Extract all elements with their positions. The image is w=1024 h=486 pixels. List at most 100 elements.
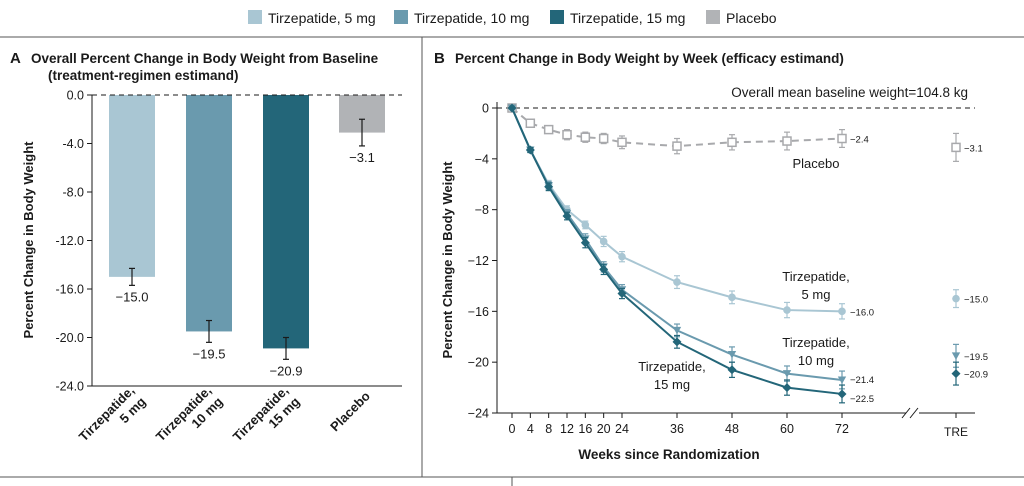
panel-b-x-tick-label: 60 <box>780 422 794 436</box>
legend-swatch-t5 <box>248 10 262 24</box>
series-point-3 <box>782 383 792 393</box>
series-point-3 <box>837 389 847 399</box>
panel-b-y-tick-label: −4 <box>475 152 489 166</box>
legend-label-placebo: Placebo <box>726 10 777 26</box>
panel-a-bar-chart: 0.0 -4.0 -8.0 -12.0 -16.0 -20.0 -24.0 −15.0 −19.… <box>56 89 402 456</box>
series-point-3 <box>599 264 609 274</box>
series-point-3 <box>617 289 627 299</box>
panel-b-x-tick-label: 24 <box>615 422 629 436</box>
bar-value-label-1: −19.5 <box>193 346 226 361</box>
panel-a-title-line2: (treatment-regimen estimand) <box>48 68 239 83</box>
series-end-label-3: −22.5 <box>850 394 874 405</box>
panel-b-x-tick-label: 20 <box>597 422 611 436</box>
panel-frames <box>0 36 1024 486</box>
series-point-0 <box>543 124 554 135</box>
series-point-0 <box>782 136 792 146</box>
panel-a-ylabel: Percent Change in Body Weight <box>21 141 36 339</box>
tre-value-label-3: −20.9 <box>964 370 988 381</box>
series-point-1 <box>673 278 681 286</box>
bar-category-label-line: Placebo <box>327 388 373 434</box>
series-point-1 <box>618 252 626 261</box>
series-point-3 <box>727 365 737 375</box>
panel-b-x-tick-label: 36 <box>670 422 684 436</box>
series-label-t10-line1: Tirzepatide, <box>782 335 849 350</box>
panel-b-x-tick-label: 8 <box>545 422 552 436</box>
tre-value-label-1: −15.0 <box>964 295 988 306</box>
baseline-weight-annotation: Overall mean baseline weight=104.8 kg <box>731 85 968 100</box>
panel-b-y-tick-label: −24 <box>468 407 489 421</box>
panel-a-letter: A <box>10 50 21 67</box>
series-label-t5-line2: 5 mg <box>802 287 831 302</box>
series-point-1 <box>783 306 791 314</box>
axis-break-mark <box>901 407 911 419</box>
panel-b-y-tick-label: 0 <box>482 102 489 116</box>
legend: Tirzepatide, 5 mg Tirzepatide, 10 mg Tir… <box>248 10 777 26</box>
tre-value-label-0: −3.1 <box>964 143 983 154</box>
series-point-2 <box>672 326 682 335</box>
tre-point-0 <box>951 142 961 153</box>
series-point-3 <box>544 182 554 192</box>
series-point-1 <box>581 221 590 229</box>
panel-b-y-tick-label: −12 <box>468 254 489 268</box>
panel-b-x-tick-label: 48 <box>725 422 739 436</box>
series-point-2 <box>837 376 847 384</box>
series-point-3 <box>672 337 682 347</box>
series-end-label-1: −16.0 <box>850 307 874 318</box>
bar-1 <box>186 95 232 332</box>
tre-point-3 <box>951 369 961 379</box>
series-point-0 <box>580 132 591 142</box>
series-end-label-0: −2.4 <box>850 135 869 146</box>
bar-0 <box>109 95 155 277</box>
series-point-0 <box>598 133 609 144</box>
bar-category-label-0: Tirzepatide,5 mg <box>76 383 149 456</box>
bar-2 <box>263 95 309 349</box>
series-point-0 <box>672 141 682 151</box>
tre-point-2 <box>951 352 961 360</box>
panel-a-title-line1: Overall Percent Change in Body Weight fr… <box>31 51 379 66</box>
tre-point-1 <box>952 294 960 303</box>
legend-label-t5: Tirzepatide, 5 mg <box>268 10 376 26</box>
series-label-t5-line1: Tirzepatide, <box>782 269 849 284</box>
panel-b-title: Percent Change in Body Weight by Week (e… <box>455 51 844 66</box>
legend-swatch-t10 <box>394 10 408 24</box>
panel-a-y-tick-label: -8.0 <box>62 186 84 200</box>
panel-b-y-tick-label: −20 <box>468 356 489 370</box>
series-point-1 <box>838 307 846 316</box>
series-label-t15-line1: Tirzepatide, <box>638 359 705 374</box>
legend-swatch-placebo <box>706 10 720 24</box>
series-end-label-2: −21.4 <box>850 375 874 386</box>
series-3: −22.5 −20.9 <box>507 103 988 405</box>
legend-swatch-t15 <box>550 10 564 24</box>
panel-b-y-tick-label: −8 <box>475 203 489 217</box>
panel-a-y-tick-label: -20.0 <box>56 331 85 345</box>
bar-category-label-2: Tirzepatide,15 mg <box>230 383 303 456</box>
series-label-t15-line2: 15 mg <box>654 377 690 392</box>
tre-value-label-2: −19.5 <box>964 352 988 363</box>
panel-b-x-tick-label: 12 <box>560 422 574 436</box>
panel-a-y-tick-label: -24.0 <box>56 380 85 394</box>
series-point-0 <box>617 137 627 148</box>
panel-a-y-tick-label: -16.0 <box>56 283 85 297</box>
series-point-1 <box>599 237 608 246</box>
series-point-3 <box>580 238 590 248</box>
bar-value-label-3: −3.1 <box>349 150 375 165</box>
legend-label-t10: Tirzepatide, 10 mg <box>414 10 529 26</box>
series-point-2 <box>727 351 737 359</box>
panel-b-x-tick-label: 72 <box>835 422 849 436</box>
tre-tick-label: TRE <box>944 425 968 439</box>
bar-category-label-1: Tirzepatide,10 mg <box>153 383 226 456</box>
series-point-2 <box>782 370 792 378</box>
legend-label-t15: Tirzepatide, 15 mg <box>570 10 685 26</box>
axis-break-mark <box>909 407 919 419</box>
panel-b-line-chart: 0−4−8−12−16−20−240 4 8 12 16 20 24 36 48 60 72−2.4… <box>468 102 988 437</box>
series-point-1 <box>728 293 736 302</box>
panel-b-y-tick-label: −16 <box>468 305 489 319</box>
panel-b-xlabel: Weeks since Randomization <box>578 447 759 462</box>
panel-a-y-tick-label: 0.0 <box>67 89 84 103</box>
panel-b-letter: B <box>434 50 445 67</box>
bar-value-label-0: −15.0 <box>116 289 149 304</box>
panel-b-x-tick-label: 4 <box>527 422 534 436</box>
series-point-0 <box>837 133 847 144</box>
series-point-3 <box>525 145 535 155</box>
